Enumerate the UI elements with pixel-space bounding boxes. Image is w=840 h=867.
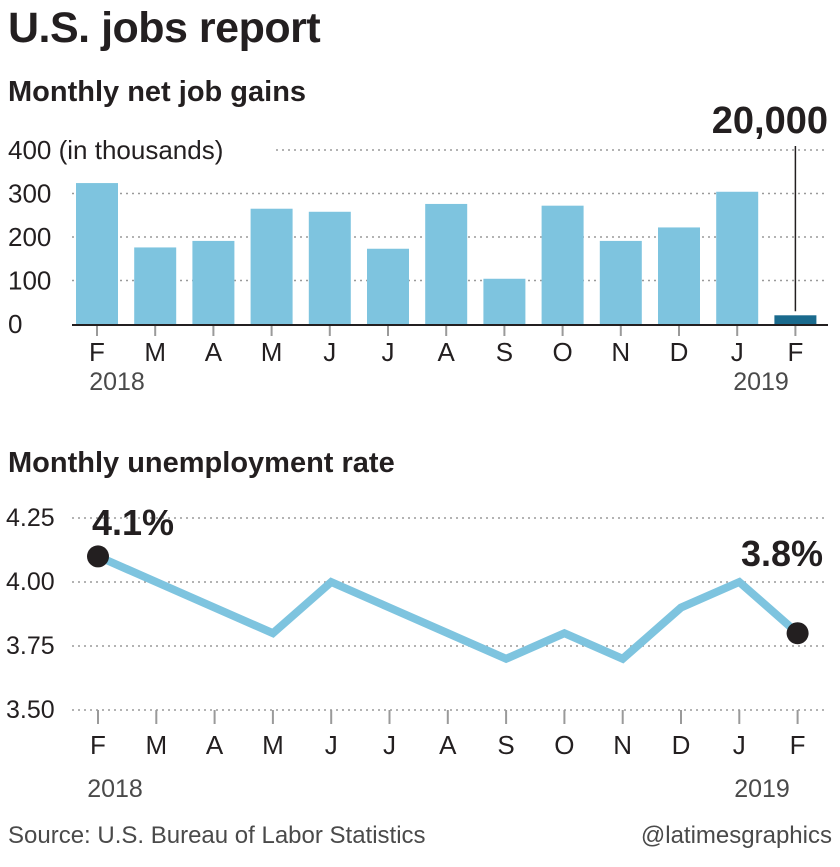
x-tick-label: J — [383, 730, 396, 760]
bar — [658, 227, 700, 324]
x-tick-label: J — [382, 337, 395, 367]
bar — [250, 208, 293, 324]
bar — [716, 191, 759, 324]
unemployment-series-line — [96, 552, 801, 664]
year-label: 2018 — [87, 775, 143, 803]
y-tick-label: 200 — [8, 222, 51, 252]
data-label: 20,000 — [712, 100, 828, 142]
bar — [774, 315, 817, 324]
x-tick-label: S — [496, 337, 513, 367]
bar — [134, 247, 177, 324]
data-point-marker — [786, 622, 809, 645]
bar — [308, 211, 351, 324]
year-label: 2019 — [734, 775, 790, 803]
y-tick-label: 3.50 — [6, 696, 55, 724]
x-tick-label: O — [552, 337, 572, 367]
x-tick-label: M — [262, 730, 284, 760]
x-tick-label: F — [90, 730, 106, 760]
x-tick-label: N — [611, 337, 630, 367]
x-tick-label: A — [205, 337, 223, 367]
x-tick-label: F — [790, 730, 806, 760]
x-tick-label: M — [145, 730, 167, 760]
bar — [76, 183, 118, 324]
bar — [192, 240, 235, 324]
unemployment-line-chart: 3.50 3.75 4.00 4.25 F M A M J J A S O N D J F 2018 2019 4.1… — [6, 502, 828, 803]
x-tick-label: D — [672, 730, 691, 760]
job-gains-bar-chart: 0 100 200 300 400 (in thousands) F M A M J J A S O N D J… — [4, 100, 828, 396]
bar — [425, 203, 468, 324]
data-label: 4.1% — [92, 502, 174, 543]
x-tick-label: M — [144, 337, 166, 367]
data-label: 3.8% — [741, 533, 823, 574]
source-note: Source: U.S. Bureau of Labor Statistics — [8, 822, 426, 849]
credit-note: @latimesgraphics — [640, 822, 832, 849]
y-tick-label: 4.25 — [6, 504, 55, 532]
y-tick-label: 300 — [8, 179, 51, 209]
x-tick-label: O — [554, 730, 574, 760]
year-label: 2018 — [89, 368, 145, 396]
x-tick-label: M — [261, 337, 283, 367]
label-background — [4, 134, 272, 164]
x-tick-label: N — [613, 730, 632, 760]
chart-title: U.S. jobs report — [8, 4, 321, 52]
y-tick-label: 3.75 — [6, 632, 55, 660]
bar — [483, 278, 526, 324]
unemployment-subtitle: Monthly unemployment rate — [8, 447, 395, 479]
x-tick-label: J — [325, 730, 338, 760]
x-tick-label: A — [206, 730, 224, 760]
x-tick-label: J — [733, 730, 746, 760]
x-tick-label: J — [731, 337, 744, 367]
y-tick-label: 100 — [8, 266, 51, 296]
bar — [541, 205, 584, 324]
job-gains-subtitle: Monthly net job gains — [8, 76, 307, 108]
x-tick-label: F — [787, 337, 803, 367]
x-tick-label: A — [439, 730, 457, 760]
x-tick-label: J — [323, 337, 336, 367]
y-tick-label: 400 (in thousands) — [8, 135, 223, 165]
x-tick-label: S — [497, 730, 514, 760]
year-label: 2019 — [733, 368, 789, 396]
y-tick-label: 0 — [8, 309, 22, 339]
y-tick-label: 4.00 — [6, 568, 55, 596]
x-tick-label: A — [438, 337, 456, 367]
bar — [367, 248, 409, 324]
x-tick-label: F — [89, 337, 105, 367]
x-tick-label: D — [670, 337, 689, 367]
data-point-marker — [87, 545, 109, 568]
bar — [599, 240, 642, 324]
